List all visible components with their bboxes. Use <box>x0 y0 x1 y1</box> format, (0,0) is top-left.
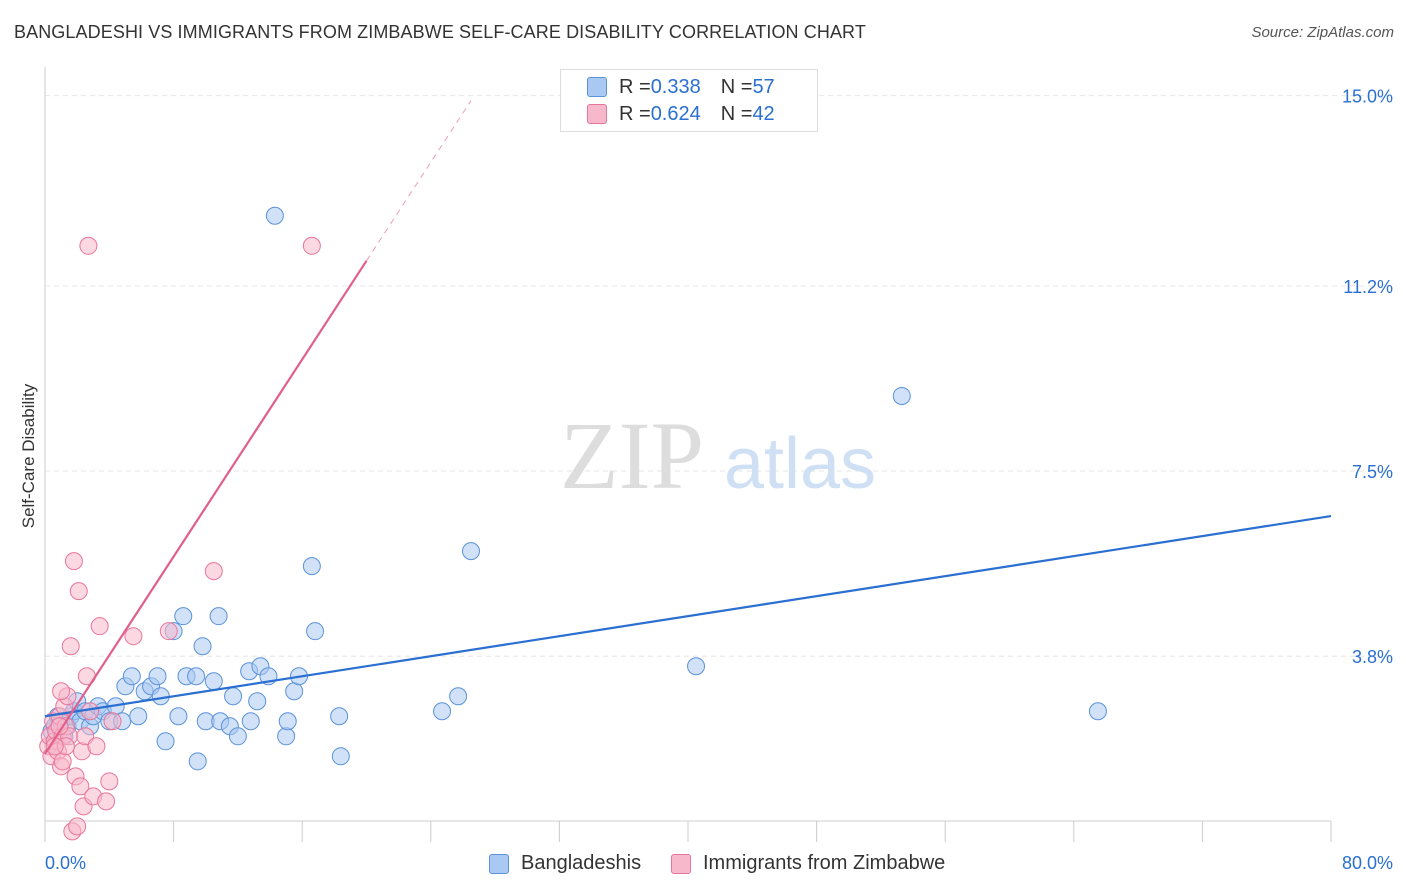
data-point-0-45 <box>265 206 284 225</box>
data-point-0-23 <box>148 667 167 686</box>
data-point-0-46 <box>277 727 296 746</box>
legend-r-value: 0.624 <box>650 102 701 125</box>
data-point-0-34 <box>204 672 223 691</box>
bottom-legend-bangladeshis: Bangladeshis <box>489 852 641 875</box>
data-point-1-36 <box>50 717 69 736</box>
data-point-1-33 <box>159 622 178 641</box>
data-point-0-41 <box>241 712 260 731</box>
data-point-0-54 <box>433 702 452 721</box>
legend-n-value: 42 <box>752 102 775 125</box>
watermark-atlas: atlas <box>724 424 876 504</box>
data-point-1-35 <box>302 236 321 255</box>
data-point-0-30 <box>187 667 206 686</box>
data-point-1-27 <box>87 737 106 756</box>
trend-line-0 <box>44 514 1332 718</box>
data-point-1-32 <box>124 627 143 646</box>
trend-extension-1 <box>366 100 472 262</box>
data-point-1-19 <box>69 582 88 601</box>
y-axis-title: Self-Care Disability <box>19 383 38 529</box>
data-point-0-35 <box>209 607 228 626</box>
series-zimbabwe <box>39 236 321 841</box>
data-point-0-55 <box>449 687 468 706</box>
data-point-0-39 <box>228 727 247 746</box>
bottom-legend-swatch-zimbabwe <box>671 853 691 874</box>
data-point-0-56 <box>461 542 480 561</box>
data-point-1-23 <box>76 727 95 746</box>
data-point-0-53 <box>331 747 350 766</box>
data-point-1-20 <box>71 777 90 796</box>
legend-r-label: R = <box>619 75 651 98</box>
data-point-0-48 <box>285 682 304 701</box>
data-point-0-31 <box>188 752 207 771</box>
legend-row-bangladeshis: R = 0.338 N = 57 <box>587 76 775 98</box>
grid-lines <box>45 95 1392 657</box>
axes <box>44 67 1332 842</box>
legend-swatch-zimbabwe <box>587 104 607 124</box>
data-point-0-32 <box>193 637 212 656</box>
data-point-1-38 <box>52 682 71 701</box>
legend-r-value: 0.338 <box>650 75 701 98</box>
legend-row-zimbabwe: R = 0.624 N = 42 <box>587 103 775 125</box>
data-point-0-59 <box>1088 702 1107 721</box>
data-point-0-20 <box>129 707 148 726</box>
stats-legend: R = 0.338 N = 57 R = 0.624 N = 42 <box>560 69 818 132</box>
data-point-1-28 <box>90 617 109 636</box>
x-tick-label-0: 0.0% <box>45 853 86 873</box>
data-point-1-25 <box>79 236 98 255</box>
tick-labels: 3.8% 7.5% 11.2% 15.0% 0.0% 80.0% <box>45 87 1393 873</box>
data-point-1-30 <box>100 772 119 791</box>
y-tick-label-3: 15.0% <box>1342 87 1393 107</box>
data-point-0-42 <box>248 692 267 711</box>
data-point-0-25 <box>156 732 175 751</box>
data-point-0-19 <box>122 667 141 686</box>
data-point-0-47 <box>278 712 297 731</box>
data-point-0-38 <box>224 687 243 706</box>
legend-n-label: N = <box>720 75 753 98</box>
bottom-legend-swatch-bangladeshis <box>489 853 509 874</box>
data-point-0-58 <box>892 386 911 405</box>
chart-title: BANGLADESHI VS IMMIGRANTS FROM ZIMBABWE … <box>14 22 866 42</box>
data-point-0-28 <box>174 607 193 626</box>
data-point-0-52 <box>330 707 349 726</box>
trend-line-1 <box>44 260 368 755</box>
bottom-legend-label-bangladeshis: Bangladeshis <box>521 852 642 874</box>
chart-source: Source: ZipAtlas.com <box>1251 24 1394 41</box>
data-point-0-50 <box>302 557 321 576</box>
data-point-1-29 <box>97 792 116 811</box>
data-point-1-16 <box>64 552 83 571</box>
data-point-0-27 <box>169 707 188 726</box>
legend-r-label: R = <box>619 102 651 125</box>
legend-swatch-bangladeshis <box>587 77 607 97</box>
bottom-legend-zimbabwe: Immigrants from Zimbabwe <box>671 852 945 875</box>
data-point-0-57 <box>687 657 706 676</box>
watermark-zip: ZIP <box>560 402 704 509</box>
bottom-legend-label-zimbabwe: Immigrants from Zimbabwe <box>703 852 946 874</box>
y-tick-label-0: 3.8% <box>1352 647 1393 667</box>
data-point-0-51 <box>306 622 325 641</box>
data-point-1-34 <box>204 562 223 581</box>
data-point-1-14 <box>61 637 80 656</box>
y-tick-label-1: 7.5% <box>1352 462 1393 482</box>
data-point-1-18 <box>68 817 87 836</box>
trend-lines <box>44 100 1332 755</box>
y-tick-label-2: 11.2% <box>1343 277 1393 297</box>
legend-n-value: 57 <box>752 75 775 98</box>
data-point-1-31 <box>103 712 122 731</box>
x-tick-label-1: 80.0% <box>1342 853 1393 873</box>
legend-n-label: N = <box>720 102 753 125</box>
data-point-1-37 <box>53 752 72 771</box>
